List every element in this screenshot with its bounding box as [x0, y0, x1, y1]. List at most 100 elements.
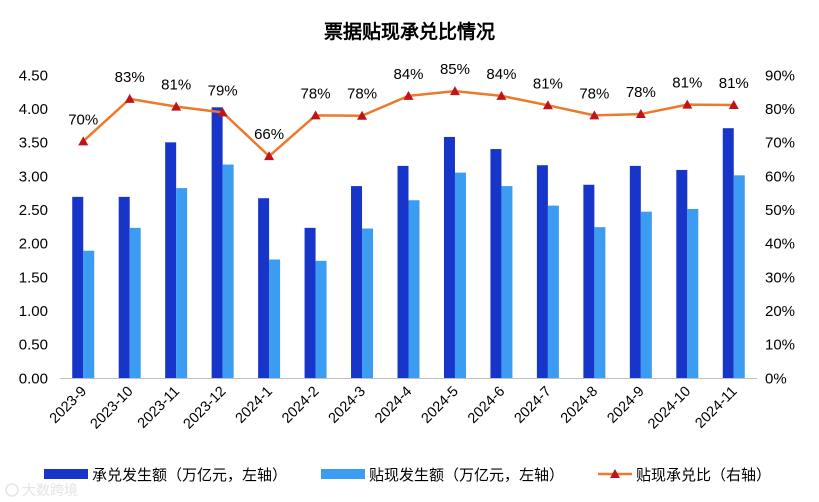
ratio-marker-4: [264, 151, 275, 161]
x-tick-label-13: 2024-10: [645, 384, 694, 433]
y-tick-label-9: 4.50: [19, 67, 48, 84]
ratio-label-1: 83%: [115, 69, 145, 86]
bar-series0-1: [118, 196, 130, 378]
y-tick-label-3: 1.50: [19, 269, 48, 286]
ratio-marker-6: [357, 110, 368, 120]
bar-series1-9: [501, 186, 513, 378]
ratio-markers: [78, 86, 739, 161]
y2-tick-label-5: 50%: [765, 202, 795, 219]
y2-tick-label-0: 0%: [765, 370, 787, 387]
ratio-label-10: 81%: [533, 75, 563, 92]
ratio-label-9: 84%: [486, 66, 516, 83]
bar-series0-10: [536, 165, 548, 378]
bar-series1-13: [687, 208, 699, 378]
ratio-data-labels: 70% 83% 81% 79% 66% 78% 78% 84% 85% 84% 81% 78% 78% 8…: [68, 61, 749, 143]
ratio-marker-11: [589, 110, 600, 120]
ratio-label-4: 66%: [254, 126, 284, 143]
bar-series0-0: [72, 196, 84, 378]
ratio-label-5: 78%: [301, 85, 331, 102]
y2-tick-label-2: 20%: [765, 303, 795, 320]
watermark-logo-icon: [5, 483, 19, 497]
x-tick-label-11: 2024-8: [558, 384, 601, 427]
ratio-label-8: 85%: [440, 61, 470, 78]
ratio-marker-0: [78, 136, 89, 146]
ratio-label-13: 81%: [672, 75, 702, 92]
x-tick-label-14: 2024-11: [692, 384, 740, 432]
bar-series0-13: [676, 169, 688, 378]
bar-series1-2: [176, 188, 188, 378]
bar-series0-8: [443, 136, 455, 378]
bar-series0-7: [397, 165, 409, 378]
bar-series0-2: [165, 142, 177, 378]
y2-tick-label-3: 30%: [765, 269, 795, 286]
x-tick-label-2: 2023-11: [135, 384, 183, 432]
ratio-marker-10: [542, 100, 553, 110]
y-axis-right: 0% 10% 20% 30% 40% 50% 60% 70% 80% 90%: [765, 67, 795, 387]
bar-series0-12: [629, 165, 641, 378]
watermark: 大数跨境: [5, 482, 78, 498]
bar-series1-11: [594, 227, 606, 378]
legend-swatch-acceptance: [44, 469, 88, 479]
x-tick-label-12: 2024-9: [604, 384, 647, 427]
bar-series1-12: [640, 211, 652, 378]
legend-swatch-discount: [321, 469, 365, 479]
legend: 承兑发生额（万亿元，左轴） 贴现发生额（万亿元，左轴） 贴现承兑比（右轴）: [44, 467, 771, 484]
bar-series1-8: [454, 172, 466, 378]
ratio-label-14: 81%: [719, 75, 749, 92]
watermark-text: 大数跨境: [22, 482, 78, 498]
bar-series1-3: [222, 164, 234, 378]
ratio-marker-7: [403, 90, 414, 100]
legend-item-acceptance: 承兑发生额（万亿元，左轴）: [44, 467, 287, 484]
bar-series1-7: [408, 200, 420, 378]
x-tick-label-4: 2024-1: [233, 384, 276, 427]
bar-series1-10: [547, 205, 559, 378]
ratio-label-11: 78%: [579, 85, 609, 102]
ratio-marker-13: [682, 99, 693, 109]
ratio-marker-2: [171, 101, 182, 111]
ratio-label-0: 70%: [68, 111, 98, 128]
y2-tick-label-7: 70%: [765, 135, 795, 152]
bar-series1-5: [315, 260, 327, 378]
y-tick-label-6: 3.00: [19, 168, 48, 185]
bar-series0-6: [351, 186, 363, 378]
ratio-marker-5: [310, 110, 321, 120]
y-tick-label-4: 2.00: [19, 236, 48, 253]
legend-swatch-ratio-marker: [610, 469, 620, 478]
ratio-label-3: 79%: [208, 82, 238, 99]
ratio-marker-14: [728, 99, 739, 109]
y-tick-label-2: 1.00: [19, 303, 48, 320]
x-tick-label-7: 2024-4: [372, 384, 415, 427]
y-axis-left: 0.00 0.50 1.00 1.50 2.00 2.50 3.00 3.50 4.00 4.50: [19, 67, 48, 387]
x-tick-label-5: 2024-2: [279, 384, 322, 427]
y-tick-label-0: 0.00: [19, 370, 48, 387]
legend-label-acceptance: 承兑发生额（万亿元，左轴）: [92, 467, 287, 484]
bar-series1-1: [129, 227, 141, 378]
ratio-label-7: 84%: [393, 66, 423, 83]
x-tick-label-1: 2023-10: [88, 384, 137, 433]
ratio-marker-1: [124, 93, 135, 103]
chart-title: 票据贴现承兑比情况: [324, 20, 495, 43]
y-tick-label-1: 0.50: [19, 337, 48, 354]
y-tick-label-8: 4.00: [19, 101, 48, 118]
bar-series0-4: [258, 198, 270, 378]
ratio-label-12: 78%: [626, 84, 656, 101]
y-tick-label-5: 2.50: [19, 202, 48, 219]
x-tick-label-3: 2023-12: [181, 384, 230, 433]
x-tick-label-9: 2024-6: [465, 384, 508, 427]
bar-series0-11: [583, 184, 595, 378]
ratio-label-6: 78%: [347, 86, 377, 103]
x-tick-label-8: 2024-5: [419, 384, 462, 427]
x-tick-label-10: 2024-7: [511, 384, 554, 427]
ratio-marker-9: [496, 90, 507, 100]
legend-label-discount: 贴现发生额（万亿元，左轴）: [369, 467, 564, 484]
legend-item-discount: 贴现发生额（万亿元，左轴）: [321, 467, 564, 484]
bar-series1-0: [83, 250, 95, 378]
y2-tick-label-6: 60%: [765, 168, 795, 185]
bar-series1-4: [269, 259, 281, 378]
y2-tick-label-8: 80%: [765, 101, 795, 118]
legend-label-ratio: 贴现承兑比（右轴）: [636, 467, 771, 484]
y2-tick-label-9: 90%: [765, 67, 795, 84]
bar-series0-3: [211, 107, 223, 378]
ratio-marker-3: [217, 107, 228, 117]
